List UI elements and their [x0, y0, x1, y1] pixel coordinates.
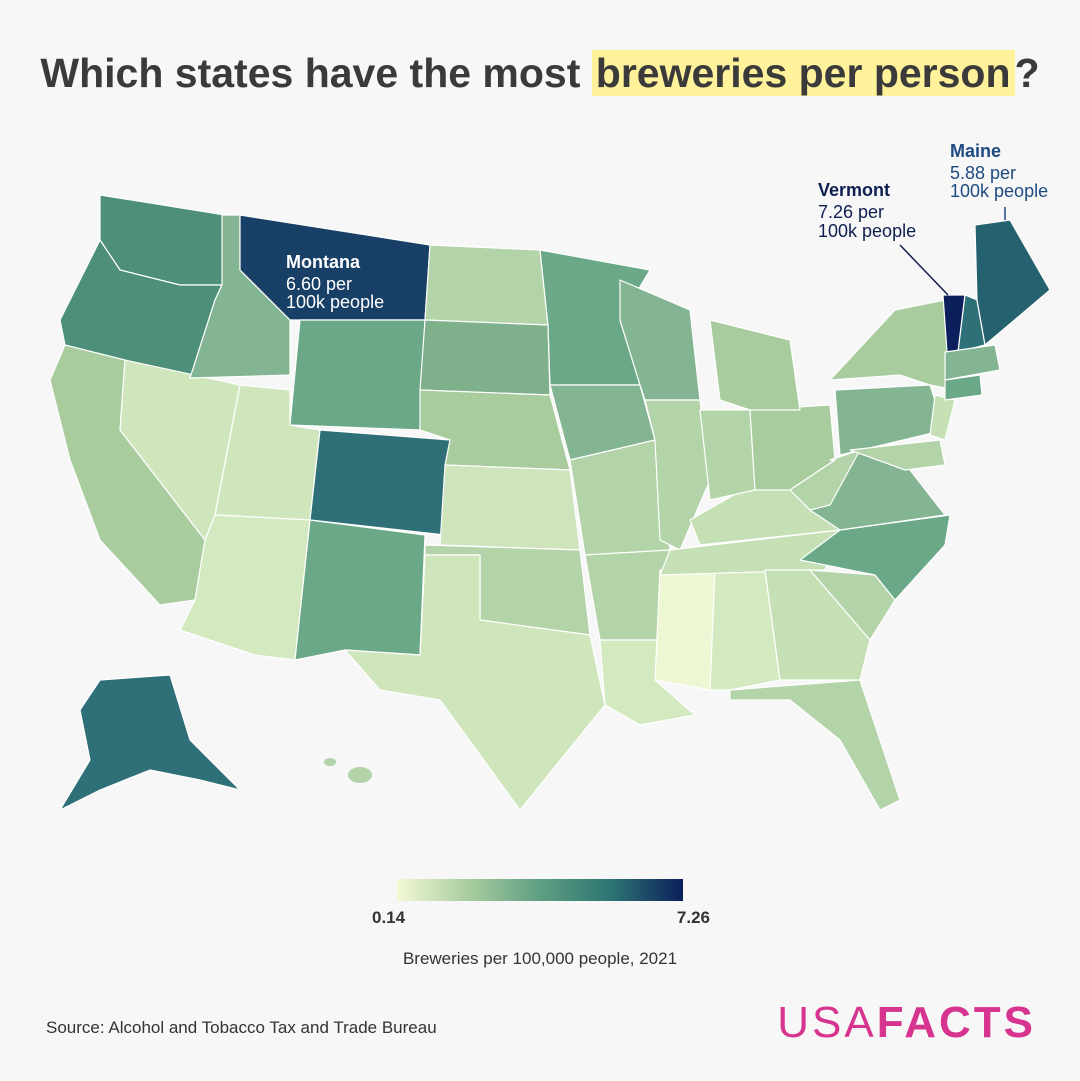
annotation-state: Maine — [950, 141, 1001, 161]
state — [944, 344, 1001, 381]
title: Which states have the most breweries per… — [0, 50, 1080, 97]
state — [974, 219, 1051, 346]
title-highlight: breweries per person — [591, 50, 1015, 96]
state — [709, 319, 801, 411]
leader-line — [899, 244, 949, 296]
states — [49, 194, 1051, 811]
state — [849, 439, 946, 471]
state — [424, 244, 549, 326]
annotation-unit: 100k people — [818, 221, 916, 241]
state — [439, 464, 581, 551]
annotation-state: Vermont — [818, 180, 890, 200]
state — [699, 409, 756, 501]
annotation: Vermont 7.26 per 100k people — [818, 180, 916, 241]
state — [569, 439, 671, 556]
logo: USAFACTS — [777, 998, 1036, 1048]
state — [764, 569, 871, 681]
logo-bold: FACTS — [876, 998, 1036, 1047]
annotation: Montana 6.60 per 100k people — [286, 252, 384, 312]
annotation-unit: 100k people — [950, 181, 1048, 201]
annotation-unit: 100k people — [286, 292, 384, 312]
annotation-value: 6.60 per — [286, 274, 352, 294]
state — [829, 299, 956, 391]
state — [348, 767, 372, 783]
state — [324, 758, 336, 766]
state — [654, 569, 716, 691]
state — [929, 394, 956, 441]
title-end: ? — [1014, 50, 1040, 96]
title-text: Which states have the most — [40, 50, 581, 96]
annotation-value: 7.26 per — [818, 202, 884, 222]
state — [729, 679, 901, 811]
legend-label: Breweries per 100,000 people, 2021 — [403, 949, 677, 968]
legend-max: 7.26 — [677, 908, 710, 927]
color-legend — [397, 879, 683, 901]
logo-light: USA — [777, 998, 877, 1047]
legend-min: 0.14 — [372, 908, 406, 927]
source: Source: Alcohol and Tobacco Tax and Trad… — [46, 1018, 437, 1037]
state — [309, 429, 451, 536]
state — [289, 319, 426, 431]
state — [344, 554, 606, 811]
state — [419, 319, 551, 396]
state — [944, 374, 983, 401]
annotation-state: Montana — [286, 252, 361, 272]
annotation-value: 5.88 per — [950, 163, 1016, 183]
state — [59, 674, 241, 811]
annotation: Maine 5.88 per 100k people — [950, 141, 1048, 201]
state — [294, 519, 426, 661]
